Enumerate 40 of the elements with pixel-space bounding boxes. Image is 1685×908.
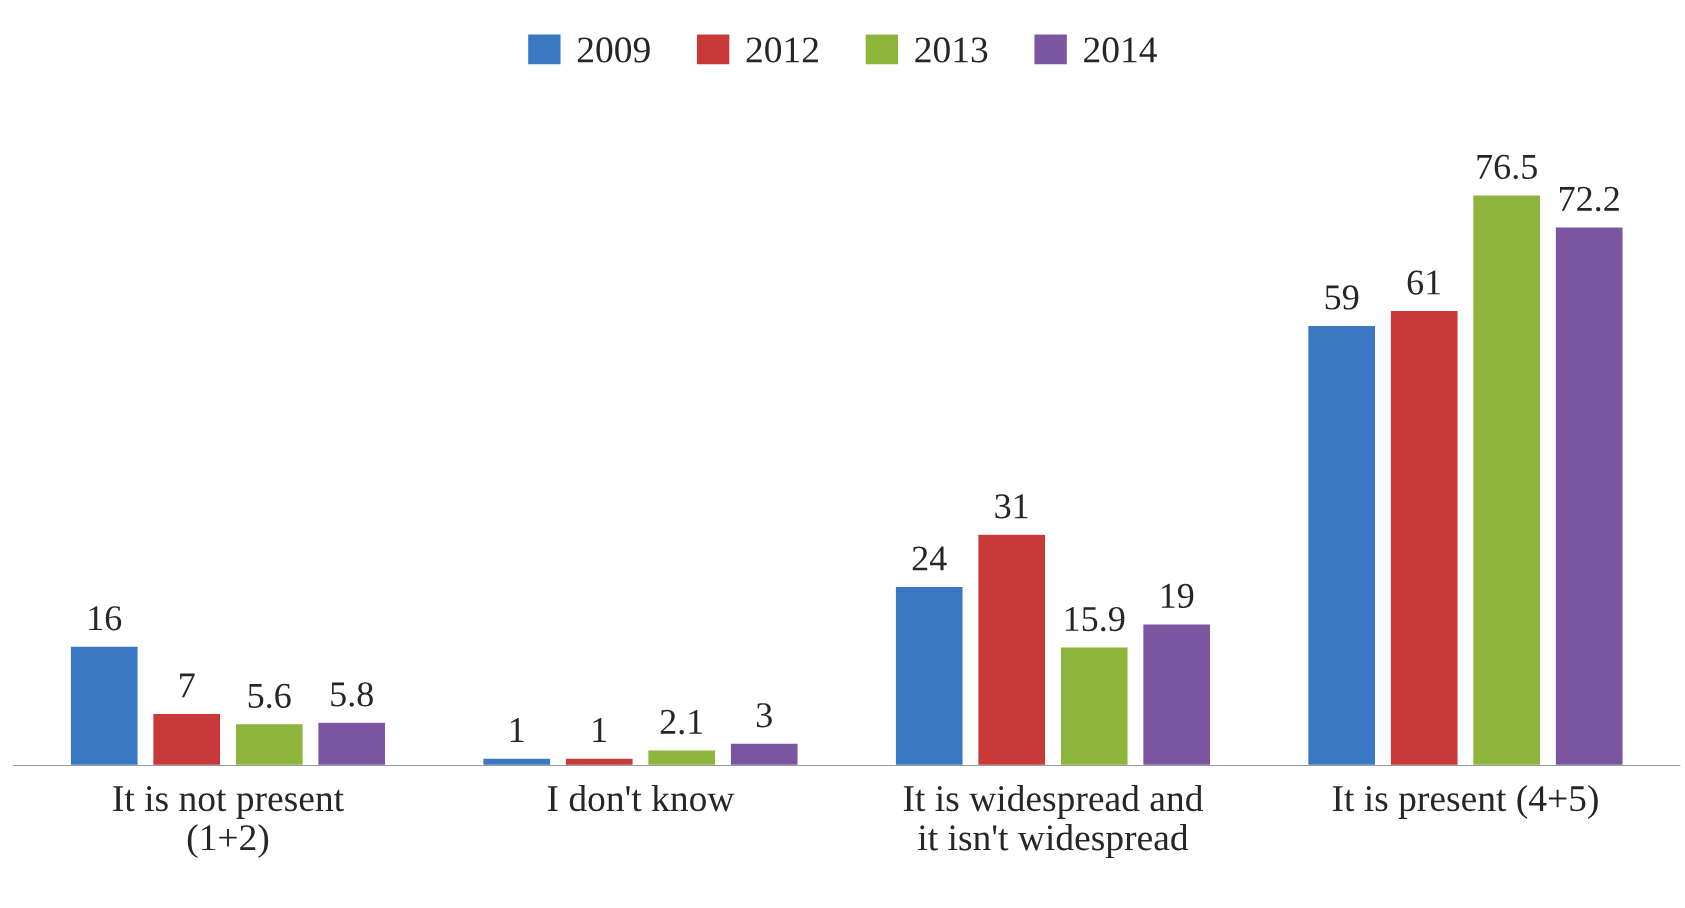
x-tick-label: It is present (4+5) [1332,784,1598,819]
legend-label: 2014 [1084,37,1157,63]
data-label: 61 [1407,270,1441,295]
legend-label: 2012 [746,37,818,63]
data-label: 7 [180,673,195,698]
bar [729,742,799,766]
data-label: 19 [1161,583,1194,609]
bar [316,721,387,766]
data-label: 5.6 [248,683,291,709]
bar [1389,309,1459,766]
x-tick-label: It is widespread and it isn't widespread [903,784,1203,859]
bar [481,757,552,766]
bar [1554,226,1624,766]
legend-label: 2013 [915,37,988,63]
legend-label: 2009 [577,37,650,63]
data-label: 24 [912,546,947,571]
data-label: 1 [593,718,607,742]
bar [1059,646,1129,766]
data-label: 2.1 [660,709,703,735]
data-label: 76.5 [1477,154,1537,180]
bar [564,757,634,766]
x-tick-label: It is not present (1+2) [113,786,344,859]
data-label: 15.9 [1065,606,1125,632]
data-label: 16 [89,606,122,631]
data-label: 31 [995,494,1028,519]
data-label: 1 [510,718,524,742]
bar [234,722,304,766]
bar [1306,324,1377,766]
bar [1471,194,1542,766]
bar [69,645,139,766]
bar [894,585,964,766]
bar [152,712,222,766]
bar [1141,622,1212,766]
data-label: 59 [1325,285,1359,310]
data-label: 3 [756,703,772,728]
bar [976,533,1047,766]
bar [646,749,717,766]
data-label: 72.2 [1559,186,1619,212]
data-label: 5.8 [331,682,373,707]
x-tick-label: I don't know [547,784,735,812]
